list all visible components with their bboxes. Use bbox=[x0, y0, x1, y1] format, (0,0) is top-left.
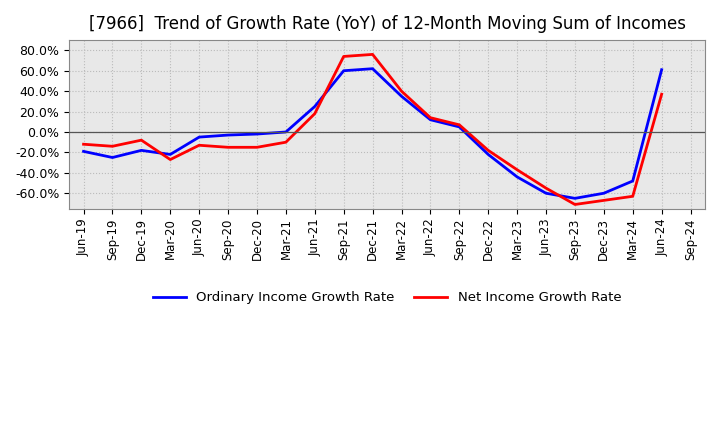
Net Income Growth Rate bbox=[166, 157, 174, 162]
Net Income Growth Rate bbox=[397, 88, 406, 94]
Ordinary Income Growth Rate bbox=[253, 132, 261, 137]
Ordinary Income Growth Rate bbox=[282, 129, 290, 135]
Net Income Growth Rate bbox=[657, 92, 666, 97]
Line: Ordinary Income Growth Rate: Ordinary Income Growth Rate bbox=[84, 69, 662, 198]
Net Income Growth Rate bbox=[368, 52, 377, 57]
Net Income Growth Rate bbox=[310, 111, 319, 116]
Net Income Growth Rate bbox=[426, 115, 435, 120]
Line: Net Income Growth Rate: Net Income Growth Rate bbox=[84, 55, 662, 205]
Net Income Growth Rate bbox=[600, 198, 608, 203]
Ordinary Income Growth Rate bbox=[484, 152, 492, 157]
Ordinary Income Growth Rate bbox=[79, 149, 88, 154]
Ordinary Income Growth Rate bbox=[137, 148, 145, 153]
Ordinary Income Growth Rate bbox=[657, 67, 666, 72]
Net Income Growth Rate bbox=[455, 122, 464, 128]
Ordinary Income Growth Rate bbox=[368, 66, 377, 71]
Ordinary Income Growth Rate bbox=[600, 191, 608, 196]
Net Income Growth Rate bbox=[79, 142, 88, 147]
Net Income Growth Rate bbox=[108, 143, 117, 149]
Ordinary Income Growth Rate bbox=[426, 117, 435, 122]
Net Income Growth Rate bbox=[224, 145, 233, 150]
Net Income Growth Rate bbox=[513, 167, 521, 172]
Net Income Growth Rate bbox=[484, 148, 492, 153]
Legend: Ordinary Income Growth Rate, Net Income Growth Rate: Ordinary Income Growth Rate, Net Income … bbox=[148, 286, 627, 309]
Net Income Growth Rate bbox=[253, 145, 261, 150]
Ordinary Income Growth Rate bbox=[108, 155, 117, 160]
Net Income Growth Rate bbox=[571, 202, 580, 207]
Net Income Growth Rate bbox=[282, 139, 290, 145]
Title: [7966]  Trend of Growth Rate (YoY) of 12-Month Moving Sum of Incomes: [7966] Trend of Growth Rate (YoY) of 12-… bbox=[89, 15, 685, 33]
Net Income Growth Rate bbox=[629, 194, 637, 199]
Ordinary Income Growth Rate bbox=[541, 191, 550, 196]
Net Income Growth Rate bbox=[195, 143, 204, 148]
Ordinary Income Growth Rate bbox=[397, 94, 406, 99]
Net Income Growth Rate bbox=[137, 138, 145, 143]
Ordinary Income Growth Rate bbox=[224, 132, 233, 138]
Net Income Growth Rate bbox=[339, 54, 348, 59]
Net Income Growth Rate bbox=[541, 186, 550, 191]
Ordinary Income Growth Rate bbox=[455, 124, 464, 129]
Ordinary Income Growth Rate bbox=[629, 178, 637, 183]
Ordinary Income Growth Rate bbox=[310, 104, 319, 109]
Ordinary Income Growth Rate bbox=[166, 152, 174, 157]
Ordinary Income Growth Rate bbox=[339, 68, 348, 73]
Ordinary Income Growth Rate bbox=[571, 196, 580, 201]
Ordinary Income Growth Rate bbox=[195, 135, 204, 140]
Ordinary Income Growth Rate bbox=[513, 174, 521, 180]
